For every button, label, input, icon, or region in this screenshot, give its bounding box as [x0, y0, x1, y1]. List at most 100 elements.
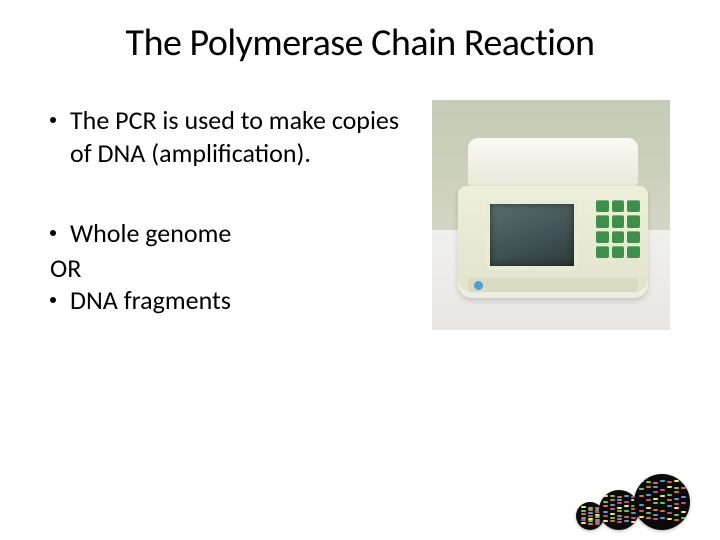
machine-strip	[468, 278, 638, 292]
keypad-key	[596, 215, 609, 227]
gel-band	[646, 481, 651, 483]
gel-band	[610, 508, 615, 510]
gel-bands	[637, 477, 687, 527]
gel-bands	[579, 505, 601, 527]
keypad-key	[627, 246, 640, 258]
gel-band	[674, 491, 679, 493]
gel-band	[639, 488, 644, 490]
gel-lane	[603, 493, 608, 527]
gel-band	[617, 518, 622, 520]
gel-band	[681, 517, 686, 519]
gel-band	[667, 512, 672, 514]
gel-circle-large	[634, 474, 690, 530]
gel-band	[603, 495, 608, 497]
gel-band	[639, 495, 644, 497]
bullet-dot-icon	[50, 297, 56, 303]
keypad-key	[612, 215, 625, 227]
gel-band	[617, 496, 622, 498]
bullet-group-2: Whole genome OR DNA fragments	[50, 217, 414, 317]
gel-lane	[653, 477, 658, 527]
gel-band	[610, 499, 615, 501]
gel-band	[624, 516, 629, 518]
pcr-machine-image	[432, 100, 670, 330]
text-column: The PCR is used to make copies of DNA (a…	[50, 104, 414, 319]
gel-band	[624, 495, 629, 497]
keypad-key	[627, 200, 640, 212]
gel-band	[660, 510, 665, 512]
gel-band	[674, 519, 679, 521]
bullet-item: The PCR is used to make copies of DNA (a…	[50, 104, 414, 169]
gel-band	[646, 512, 651, 514]
gel-band	[681, 481, 686, 483]
gel-band	[610, 517, 615, 519]
machine-screen	[486, 200, 578, 270]
bullet-item: Whole genome	[50, 217, 414, 250]
bullet-text: DNA fragments	[70, 284, 414, 317]
gel-circle-medium	[599, 490, 639, 530]
gel-lane	[610, 493, 615, 527]
gel-band	[639, 504, 644, 506]
machine-lid	[468, 138, 638, 190]
gel-band	[660, 489, 665, 491]
gel-band	[667, 518, 672, 520]
gel-band	[646, 486, 651, 488]
gel-band	[631, 521, 636, 523]
gel-band	[617, 515, 622, 517]
gel-band	[588, 515, 593, 517]
gel-lane	[617, 493, 622, 527]
gel-band	[674, 480, 679, 482]
gel-band	[588, 512, 593, 514]
gel-band	[681, 496, 686, 498]
gel-lane	[646, 477, 651, 527]
bullet-item: DNA fragments	[50, 284, 414, 317]
gel-band	[610, 513, 615, 515]
gel-band	[646, 494, 651, 496]
or-text: OR	[50, 252, 414, 285]
gel-band	[624, 520, 629, 522]
gel-band	[581, 519, 586, 521]
gel-band	[595, 516, 600, 518]
keypad-key	[596, 200, 609, 212]
gel-band	[617, 499, 622, 501]
gel-lane	[581, 505, 586, 527]
gel-band	[617, 510, 622, 512]
gel-band	[674, 503, 679, 505]
gel-lane	[624, 493, 629, 527]
gel-band	[581, 513, 586, 515]
gel-band	[631, 512, 636, 514]
gel-band	[674, 498, 679, 500]
machine-logo-icon	[474, 281, 483, 290]
gel-band	[667, 499, 672, 501]
gel-band	[674, 514, 679, 516]
bullet-group-1: The PCR is used to make copies of DNA (a…	[50, 104, 414, 169]
gel-band	[660, 480, 665, 482]
gel-band	[653, 514, 658, 516]
dna-gel-circles	[576, 474, 690, 530]
gel-lane	[588, 505, 593, 527]
gel-band	[639, 510, 644, 512]
keypad-key	[596, 246, 609, 258]
gel-lane	[639, 477, 644, 527]
gel-lane	[681, 477, 686, 527]
gel-band	[610, 504, 615, 506]
gel-band	[617, 502, 622, 504]
gel-lane	[667, 477, 672, 527]
content-row: The PCR is used to make copies of DNA (a…	[50, 104, 670, 330]
gel-band	[639, 516, 644, 518]
gel-band	[631, 517, 636, 519]
gel-band	[646, 507, 651, 509]
gel-band	[588, 523, 593, 525]
gel-band	[653, 491, 658, 493]
gel-band	[674, 507, 679, 509]
gel-band	[646, 517, 651, 519]
gel-band	[610, 520, 615, 522]
gel-band	[581, 522, 586, 524]
gel-lane	[674, 477, 679, 527]
bullet-dot-icon	[50, 230, 56, 236]
gel-band	[603, 511, 608, 513]
gel-lane	[660, 477, 665, 527]
gel-band	[653, 509, 658, 511]
pcr-machine	[458, 138, 648, 298]
gel-band	[624, 510, 629, 512]
gel-band	[581, 517, 586, 519]
